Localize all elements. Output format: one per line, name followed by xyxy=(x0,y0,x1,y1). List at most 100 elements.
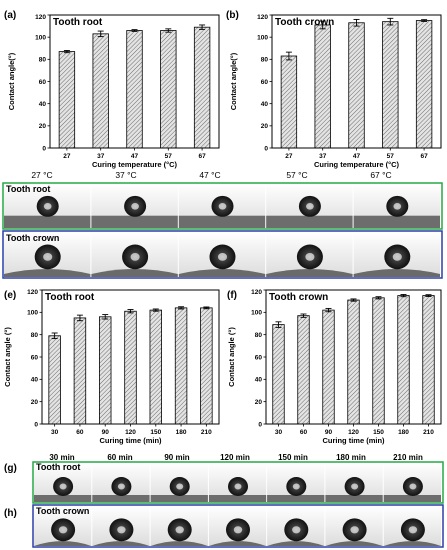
strip-label: Tooth root xyxy=(36,462,80,472)
tooth-surface xyxy=(34,541,92,546)
droplet-photo xyxy=(178,184,266,228)
tooth-surface xyxy=(383,541,441,546)
droplet-photo xyxy=(383,463,441,502)
droplet-photo xyxy=(266,232,353,277)
bar xyxy=(174,307,188,425)
y-tick-label: 60 xyxy=(39,79,47,86)
plot-frame xyxy=(41,289,220,425)
droplet-photo xyxy=(208,463,267,502)
droplet-photo xyxy=(267,463,325,502)
photo-strip-crown-temperature: Tooth crown xyxy=(2,230,443,279)
tooth-surface xyxy=(92,495,150,502)
y-tick-label: 40 xyxy=(255,377,263,384)
tooth-surface xyxy=(353,215,440,228)
droplet-photo xyxy=(4,232,91,277)
chart-title: Tooth crown xyxy=(269,292,328,303)
strip-label: Tooth crown xyxy=(36,506,89,516)
x-axis-label: Curing temperature (°C) xyxy=(92,160,178,169)
y-tick-label: 20 xyxy=(31,399,39,406)
time-header: 180 min xyxy=(336,453,366,462)
photo-strip-root-temperature: Tooth root xyxy=(2,182,443,230)
x-tick-label: 150 xyxy=(373,429,384,436)
y-tick-label: 20 xyxy=(39,123,47,130)
chart-title: Tooth root xyxy=(53,17,103,28)
x-tick-label: 30 xyxy=(51,429,59,436)
y-axis-label: Contact angle (°) xyxy=(227,327,236,387)
droplet-photo xyxy=(325,506,383,546)
bar xyxy=(193,26,211,149)
x-tick-label: 90 xyxy=(102,429,110,436)
bar xyxy=(272,324,285,425)
bar xyxy=(397,295,410,425)
panel-label: (e) xyxy=(4,290,16,301)
tooth-surface xyxy=(267,495,325,502)
droplet-highlight xyxy=(305,253,315,261)
droplet-photo xyxy=(91,232,178,277)
droplet-photo xyxy=(4,184,91,228)
y-tick-label: 40 xyxy=(31,377,39,384)
tooth-surface xyxy=(383,495,441,502)
bar xyxy=(48,335,61,425)
droplet-highlight xyxy=(175,526,184,534)
time-header: 150 min xyxy=(278,453,308,462)
temperature-headers: 27 °C 37 °C 47 °C 57 °C 67 °C xyxy=(31,170,391,180)
droplet-highlight xyxy=(350,526,359,534)
x-tick-label: 60 xyxy=(76,429,84,436)
tooth-surface xyxy=(91,269,178,277)
droplet-highlight xyxy=(130,253,140,261)
droplet-highlight xyxy=(131,203,139,210)
plot-frame xyxy=(49,14,220,149)
droplet-highlight xyxy=(217,253,228,261)
bar xyxy=(149,309,163,425)
panel-label: (a) xyxy=(4,10,16,21)
bar xyxy=(280,55,298,149)
panel-label: (b) xyxy=(226,10,239,21)
y-tick-label: 100 xyxy=(251,310,262,317)
y-tick-label: 120 xyxy=(257,14,268,21)
droplet-photo xyxy=(208,506,267,546)
bar xyxy=(92,33,109,149)
tooth-surface xyxy=(150,495,208,502)
y-tick-label: 120 xyxy=(251,289,262,296)
temp-header: 47 °C xyxy=(199,170,220,180)
strip-frame xyxy=(32,461,444,504)
y-tick-label: 120 xyxy=(27,289,38,296)
y-tick-label: 0 xyxy=(42,145,46,152)
y-tick-label: 100 xyxy=(35,34,46,41)
y-tick-label: 0 xyxy=(264,145,268,152)
x-tick-label: 60 xyxy=(300,429,308,436)
y-tick-label: 60 xyxy=(255,354,263,361)
x-tick-label: 120 xyxy=(348,429,359,436)
droplet-highlight xyxy=(218,203,227,210)
strip-frame xyxy=(2,230,443,279)
tooth-surface xyxy=(325,541,383,546)
droplet-photo xyxy=(34,463,92,502)
temp-header: 67 °C xyxy=(370,170,391,180)
droplet-highlight xyxy=(393,203,402,210)
time-header: 60 min xyxy=(107,453,132,462)
panel-label: (h) xyxy=(4,508,17,519)
bar xyxy=(200,307,213,425)
strip-frame xyxy=(32,504,444,548)
tooth-surface xyxy=(34,495,92,502)
droplet-photo xyxy=(92,506,150,546)
y-tick-label: 80 xyxy=(31,332,39,339)
y-tick-label: 80 xyxy=(39,57,47,64)
y-axis-label: Contact angle (°) xyxy=(3,327,12,387)
tooth-surface xyxy=(4,269,91,277)
x-tick-label: 67 xyxy=(198,153,206,160)
x-tick-label: 37 xyxy=(97,153,105,160)
y-tick-label: 0 xyxy=(34,421,38,428)
y-tick-label: 0 xyxy=(258,421,262,428)
droplet-highlight xyxy=(351,483,359,490)
time-header: 120 min xyxy=(220,453,250,462)
x-tick-label: 47 xyxy=(353,153,361,160)
chart-panel-a: (a) Tooth root 27 37 47 57 67 0 20 40 60 80 100 120 Cu… xyxy=(4,10,220,169)
bar xyxy=(314,24,331,149)
chart-title: Tooth crown xyxy=(275,17,334,28)
tooth-surface xyxy=(178,269,266,277)
bar xyxy=(422,295,435,425)
y-tick-label: 40 xyxy=(39,101,47,108)
droplet-highlight xyxy=(233,526,243,534)
droplet-photo xyxy=(92,463,150,502)
